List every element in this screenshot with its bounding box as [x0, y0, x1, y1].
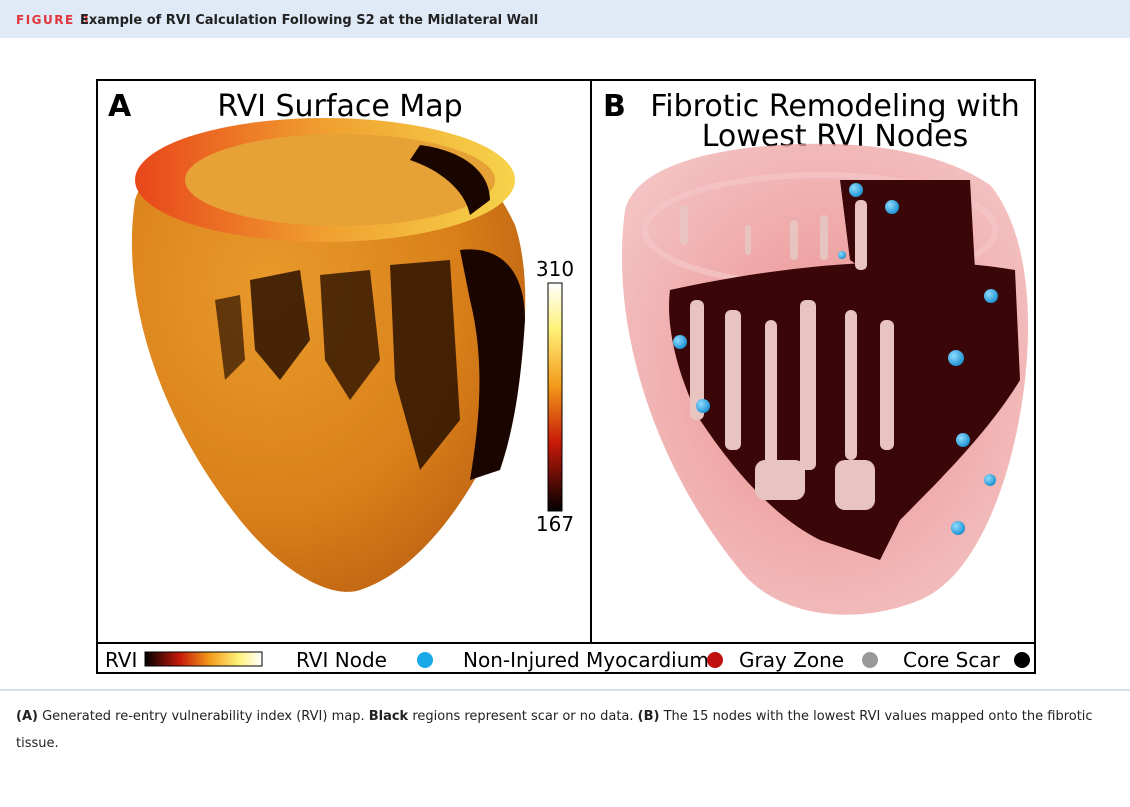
gray-zone-strand [745, 225, 751, 255]
caption-segment: (A) [16, 709, 38, 724]
rvi-node [956, 433, 970, 447]
gray-zone-strand [845, 310, 857, 460]
legend-swatch [1014, 652, 1030, 668]
legend-label: Non-Injured Myocardium [463, 648, 709, 672]
page: FIGURE 3 Example of RVI Calculation Foll… [0, 0, 1130, 807]
gray-zone-strand [790, 220, 798, 260]
caption-segment: Black [369, 709, 409, 724]
legend-swatch [417, 652, 433, 668]
gray-zone-patch [835, 460, 875, 510]
legend-label: Core Scar [903, 648, 1001, 672]
caption: (A) Generated re-entry vulnerability ind… [16, 703, 1111, 757]
rvi-node [696, 399, 710, 413]
caption-segment: (B) [638, 709, 660, 724]
gray-zone-patch [755, 460, 805, 500]
colorbar-max-label: 310 [536, 257, 574, 281]
caption-segment: regions represent scar or no data. [408, 709, 637, 724]
gray-zone-strand [765, 320, 777, 470]
gray-zone-strand [800, 300, 816, 470]
legend-swatch [707, 652, 723, 668]
gray-zone-strand [855, 200, 867, 270]
rvi-node [838, 251, 846, 259]
legend-label: RVI Node [296, 648, 387, 672]
legend-swatch [862, 652, 878, 668]
rvi-node [849, 183, 863, 197]
figure: FIGURE 3 Example of RVI Calculation Foll… [0, 0, 1130, 700]
rvi-node [673, 335, 687, 349]
caption-segment: Generated re-entry vulnerability index (… [38, 709, 369, 724]
rvi-node [984, 474, 996, 486]
legend-gradient [145, 652, 262, 666]
rvi-node [948, 350, 964, 366]
gray-zone-strand [680, 205, 688, 245]
panel-letter: B [603, 89, 626, 124]
gray-zone-strand [880, 320, 894, 450]
panel-letter: A [108, 89, 132, 124]
rvi-node [984, 289, 998, 303]
rvi-node [951, 521, 965, 535]
legend-label: Gray Zone [739, 648, 844, 672]
rvi-node [885, 200, 899, 214]
gray-zone-strand [725, 310, 741, 450]
gray-zone-strand [820, 215, 828, 260]
colorbar [548, 283, 562, 511]
legend-label: RVI [105, 648, 137, 672]
colorbar-min-label: 167 [536, 512, 574, 536]
figure-title: Example of RVI Calculation Following S2 … [80, 13, 538, 28]
